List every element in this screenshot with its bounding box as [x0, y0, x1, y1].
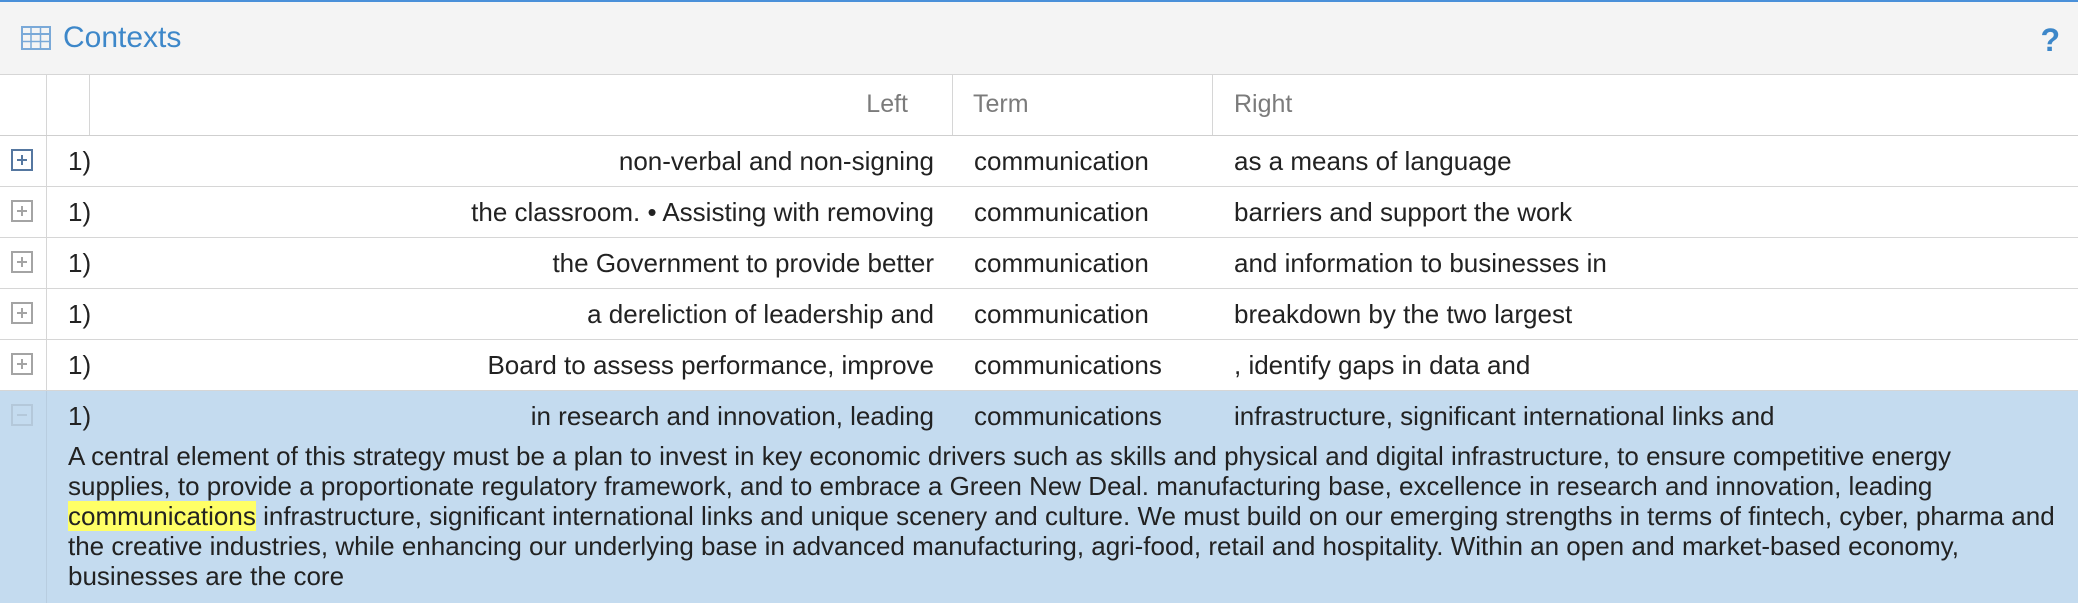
- table-row[interactable]: 1) Board to assess performance, improve …: [0, 340, 2078, 391]
- panel-header: Contexts ?: [0, 2, 2078, 75]
- left-context: Board to assess performance, improve: [487, 350, 934, 380]
- row-number: 1): [68, 248, 92, 278]
- left-context: the classroom. • Assisting with removing: [471, 197, 934, 227]
- collapse-icon[interactable]: [11, 404, 33, 426]
- expand-column-header: [0, 75, 47, 135]
- help-icon[interactable]: ?: [2040, 22, 2060, 58]
- term-cell: communications: [974, 350, 1162, 380]
- expand-icon[interactable]: [11, 200, 33, 222]
- expand-icon[interactable]: [11, 149, 33, 171]
- table-icon: [21, 26, 51, 50]
- row-divider: [46, 289, 47, 339]
- row-divider: [46, 340, 47, 390]
- expanded-context-text: A central element of this strategy must …: [0, 441, 2078, 603]
- right-context: as a means of language: [1234, 146, 1512, 176]
- table-row-expanded[interactable]: 1) in research and innovation, leading c…: [0, 391, 2078, 603]
- table-header: Left Term Right: [0, 75, 2078, 136]
- left-context: non-verbal and non-signing: [618, 146, 934, 176]
- right-context: , identify gaps in data and: [1234, 350, 1531, 380]
- row-divider: [46, 391, 47, 603]
- context-before: A central element of this strategy must …: [68, 441, 1952, 501]
- left-context: the Government to provide better: [552, 248, 934, 278]
- row-number: 1): [68, 350, 92, 380]
- expand-icon[interactable]: [11, 251, 33, 273]
- table-row[interactable]: 1) non-verbal and non-signing communicat…: [0, 136, 2078, 187]
- term-column-label: Term: [973, 90, 1029, 118]
- row-divider: [46, 238, 47, 288]
- term-cell: communication: [974, 299, 1149, 329]
- term-cell: communication: [974, 197, 1149, 227]
- table-row[interactable]: 1) the Government to provide better comm…: [0, 238, 2078, 289]
- right-context: infrastructure, significant internationa…: [1234, 401, 1775, 431]
- right-column-header[interactable]: Right: [1213, 75, 2078, 135]
- expand-icon[interactable]: [11, 353, 33, 375]
- contexts-table: Left Term Right 1) non-verbal and non-si…: [0, 75, 2078, 603]
- right-context: breakdown by the two largest: [1234, 299, 1573, 329]
- table-row[interactable]: 1) the classroom. • Assisting with remov…: [0, 187, 2078, 238]
- term-cell: communications: [974, 401, 1162, 431]
- row-number: 1): [68, 197, 92, 227]
- left-context: a dereliction of leadership and: [587, 299, 934, 329]
- panel-title: Contexts: [63, 21, 182, 54]
- row-summary: 1) in research and innovation, leading c…: [0, 391, 2078, 441]
- row-number: 1): [68, 299, 92, 329]
- expand-icon[interactable]: [11, 302, 33, 324]
- row-number: 1): [68, 146, 92, 176]
- right-context: and information to businesses in: [1234, 248, 1607, 278]
- row-number: 1): [68, 401, 92, 431]
- row-divider: [46, 136, 47, 186]
- term-column-header[interactable]: Term: [953, 75, 1213, 135]
- left-context: in research and innovation, leading: [530, 401, 934, 431]
- context-after: infrastructure, significant internationa…: [68, 501, 2055, 591]
- term-cell: communication: [974, 248, 1149, 278]
- table-row[interactable]: 1) a dereliction of leadership and commu…: [0, 289, 2078, 340]
- highlighted-term: communications: [68, 501, 256, 531]
- number-column-header: [47, 75, 90, 135]
- right-column-label: Right: [1234, 90, 1293, 118]
- left-column-label: Left: [866, 90, 908, 118]
- row-divider: [46, 187, 47, 237]
- right-context: barriers and support the work: [1234, 197, 1573, 227]
- left-column-header[interactable]: Left: [90, 75, 953, 135]
- term-cell: communication: [974, 146, 1149, 176]
